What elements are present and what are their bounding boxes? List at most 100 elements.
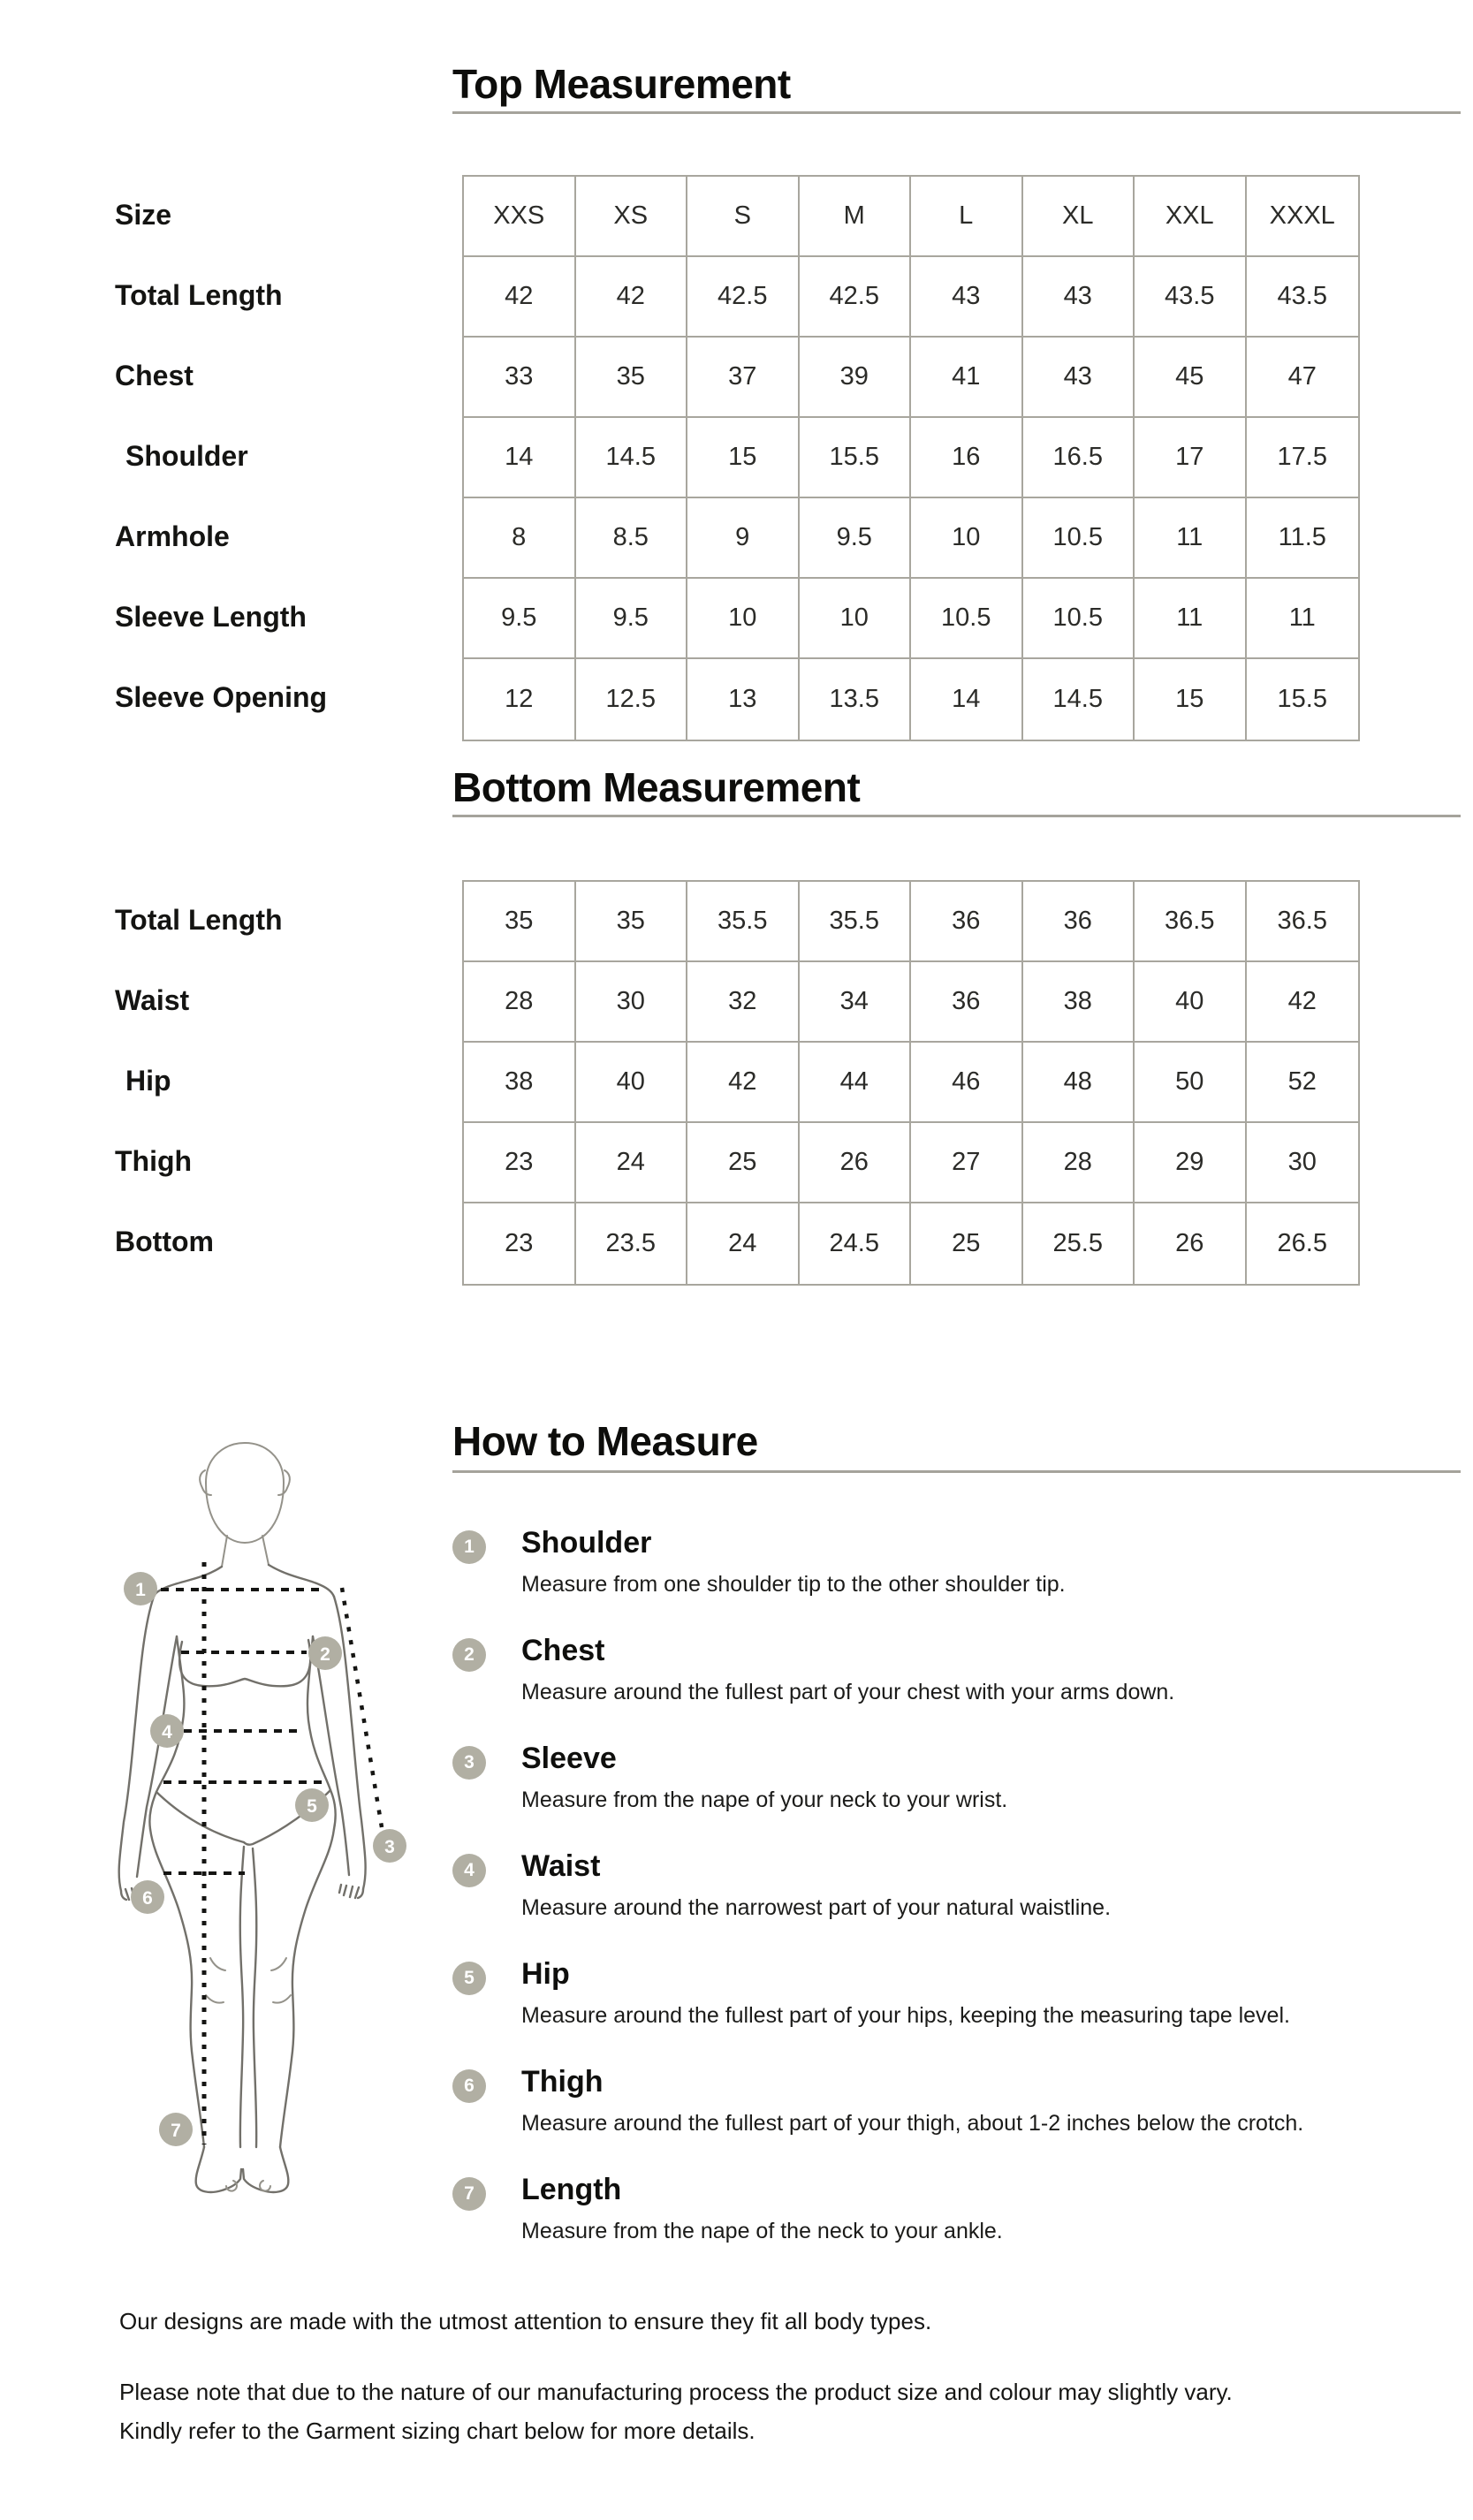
- table-cell: 40: [575, 1043, 687, 1123]
- table-cell: 37: [687, 338, 800, 418]
- measure-item: 5 Hip Measure around the fullest part of y…: [452, 1957, 1442, 2066]
- table-cell: 36.5: [1246, 882, 1358, 962]
- svg-text:7: 7: [171, 2121, 181, 2141]
- table-cell: 35: [575, 882, 687, 962]
- table-cell: 36: [911, 882, 1023, 962]
- bottom-measurement-row-labels: Total Length Waist Hip Thigh Bottom: [115, 880, 451, 1282]
- table-cell: 28: [464, 962, 576, 1043]
- measure-item-title: Shoulder: [521, 1526, 652, 1560]
- table-cell: 16.5: [1022, 418, 1135, 498]
- table-cell: 36: [911, 962, 1023, 1043]
- measure-item-description: Measure around the fullest part of your …: [521, 2003, 1290, 2029]
- how-to-measure-list: 1 Shoulder Measure from one shoulder tip t…: [452, 1526, 1442, 2281]
- row-label: Waist: [115, 984, 190, 1016]
- table-cell: 43.5: [1246, 257, 1358, 338]
- bottom-measurement-title: Bottom Measurement: [452, 764, 861, 810]
- table-cell: 43: [1022, 338, 1135, 418]
- step-number-badge: 4: [452, 1854, 486, 1887]
- table-cell: M: [799, 177, 911, 257]
- table-cell: 13: [687, 659, 800, 740]
- table-cell: 26.5: [1277, 1229, 1327, 1257]
- measure-item-title: Hip: [521, 1957, 570, 1991]
- table-cell: 23.5: [576, 1203, 687, 1284]
- table-cell: 38: [464, 1043, 576, 1123]
- table-cell: 14: [464, 418, 576, 498]
- table-cell: 9.5: [575, 579, 687, 659]
- measure-item-title: Thigh: [521, 2065, 604, 2099]
- table-cell: 12: [464, 659, 576, 740]
- footer-note-variance: Please note that due to the nature of ou…: [119, 2379, 1233, 2405]
- table-cell: 47: [1246, 338, 1358, 418]
- table-cell: XL: [1022, 177, 1135, 257]
- diagram-marker-2: 2: [308, 1636, 342, 1670]
- table-cell: 42: [1246, 962, 1358, 1043]
- row-label: Sleeve Opening: [115, 681, 328, 713]
- table-cell: 29: [1135, 1123, 1247, 1203]
- table-cell: 43: [1022, 257, 1135, 338]
- diagram-marker-6: 6: [131, 1880, 164, 1914]
- svg-text:2: 2: [320, 1644, 330, 1665]
- table-cell: 8: [464, 498, 576, 579]
- table-cell: 10.5: [911, 579, 1023, 659]
- table-cell: 15: [1135, 659, 1247, 740]
- table-cell: 10: [687, 579, 800, 659]
- measure-item: 6 Thigh Measure around the fullest part of…: [452, 2065, 1442, 2174]
- measure-item: 1 Shoulder Measure from one shoulder tip t…: [452, 1526, 1442, 1635]
- table-cell: XXXL: [1246, 177, 1358, 257]
- footer-note-fit: Our designs are made with the utmost att…: [119, 2308, 932, 2334]
- table-cell: 42.5: [799, 257, 911, 338]
- row-label: Shoulder: [125, 440, 248, 472]
- table-cell: 10: [911, 498, 1023, 579]
- table-cell: 52: [1246, 1043, 1358, 1123]
- table-cell: 11: [1135, 498, 1247, 579]
- table-cell: 35.5: [687, 882, 800, 962]
- table-cell: 32: [687, 962, 800, 1043]
- table-cell: 42: [464, 257, 576, 338]
- table-cell: 42: [687, 1043, 800, 1123]
- step-number-badge: 6: [452, 2069, 486, 2103]
- table-cell: 25.5: [1023, 1203, 1135, 1284]
- svg-text:4: 4: [162, 1722, 172, 1742]
- how-to-measure-title: How to Measure: [452, 1418, 758, 1464]
- measure-item-description: Measure around the fullest part of your …: [521, 2111, 1304, 2137]
- table-cell: 13.5: [800, 659, 911, 740]
- table-cell: 12.5: [576, 659, 687, 740]
- table-cell: 35.5: [799, 882, 911, 962]
- measure-item-title: Sleeve: [521, 1742, 617, 1775]
- row-label: Sleeve Length: [115, 601, 307, 633]
- measure-item: 3 Sleeve Measure from the nape of your nec…: [452, 1742, 1442, 1850]
- table-cell: XS: [575, 177, 687, 257]
- row-label: Armhole: [115, 520, 230, 552]
- top-title-underline: [452, 111, 1461, 114]
- measure-item: 2 Chest Measure around the fullest part of…: [452, 1634, 1442, 1742]
- diagram-marker-7: 7: [159, 2113, 193, 2146]
- step-number-badge: 3: [452, 1746, 486, 1780]
- table-cell: 26: [1135, 1203, 1247, 1284]
- table-cell: 40: [1135, 962, 1247, 1043]
- diagram-marker-1: 1: [124, 1572, 157, 1605]
- table-cell: 38: [1022, 962, 1135, 1043]
- measure-item: 4 Waist Measure around the narrowest part …: [452, 1849, 1442, 1958]
- measure-item: 7 Length Measure from the nape of the neck…: [452, 2173, 1442, 2281]
- table-cell: 43: [911, 257, 1023, 338]
- table-row: 12 12.5 13 13.5 14 14.5 15 15.5: [464, 659, 1358, 740]
- table-cell: 45: [1135, 338, 1247, 418]
- table-cell: 24: [575, 1123, 687, 1203]
- table-cell: 14.5: [575, 418, 687, 498]
- table-row: 33 35 37 39 41 43 45 47: [464, 338, 1358, 418]
- table-cell: 26: [799, 1123, 911, 1203]
- measure-item-text: Chest Measure around the fullest part of …: [521, 1634, 1174, 1707]
- table-row: 9.5 9.5 10 10 10.5 10.5 11 11: [464, 579, 1358, 659]
- table-row: 42 42 42.5 42.5 43 43 43.5 43.5: [464, 257, 1358, 338]
- measure-item-description: Measure from one shoulder tip to the oth…: [521, 1572, 1066, 1598]
- table-cell: 8.5: [575, 498, 687, 579]
- measure-item-title: Chest: [521, 1634, 605, 1667]
- table-cell: 15: [687, 418, 800, 498]
- table-row: 38 40 42 44 46 48 50 52: [464, 1043, 1358, 1123]
- table-cell: L: [911, 177, 1023, 257]
- table-cell: 35: [464, 882, 576, 962]
- measure-item-description: Measure from the nape of your neck to yo…: [521, 1788, 1008, 1813]
- table-cell: 10.5: [1022, 579, 1135, 659]
- table-cell: 14: [911, 659, 1023, 740]
